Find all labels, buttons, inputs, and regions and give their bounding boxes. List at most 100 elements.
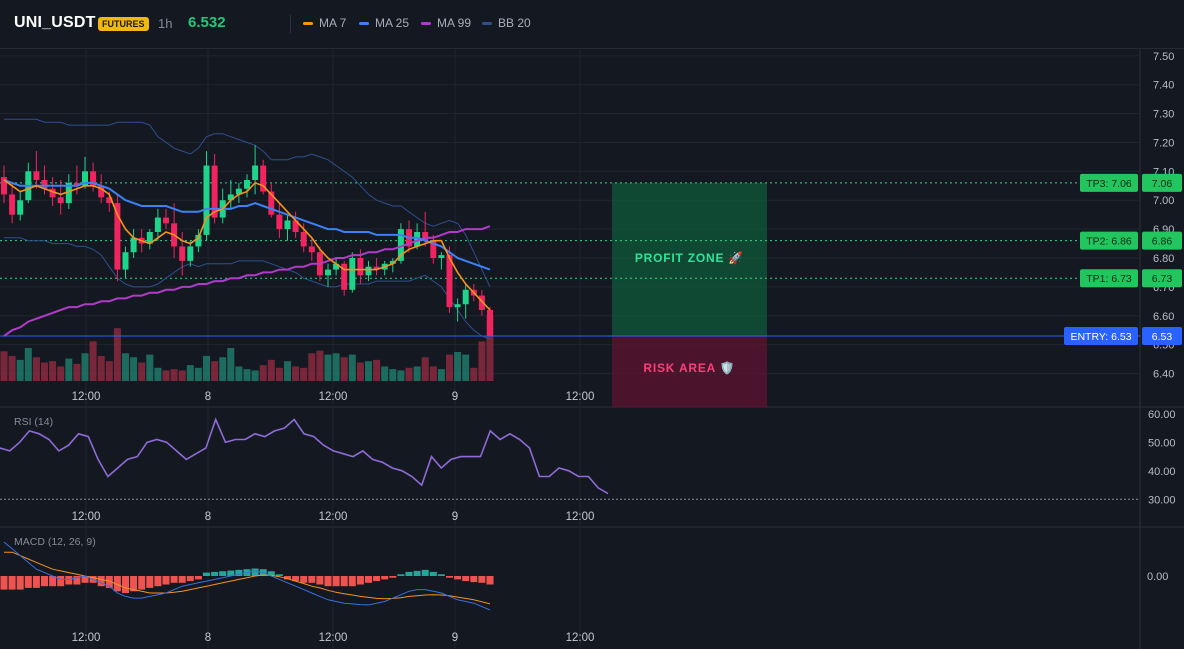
candle-body [389, 260, 396, 264]
volume-bar [57, 366, 65, 381]
volume-bar [130, 357, 138, 381]
price-axis-tag: 6.53 [1152, 331, 1173, 343]
legend-ma99[interactable]: MA 99 [421, 16, 471, 30]
candle-body [122, 252, 129, 270]
candle-body [462, 289, 469, 305]
time-tick-label: 9 [452, 511, 458, 523]
volume-bar [381, 366, 389, 381]
chart-background [0, 48, 1184, 649]
last-price: 6.532 [188, 14, 226, 31]
time-tick-label: 12:00 [72, 632, 101, 644]
candle-body [106, 197, 113, 204]
timeframe-label[interactable]: 1h [158, 16, 173, 31]
macd-histogram-bar [138, 576, 146, 590]
macd-histogram-bar [97, 576, 105, 587]
volume-bar [170, 369, 178, 381]
rsi-tick-label: 40.00 [1148, 466, 1176, 478]
volume-bar [389, 369, 397, 381]
volume-bar [122, 353, 129, 381]
symbol-title[interactable]: UNI_USDT [14, 14, 96, 31]
bb-lower-line [4, 237, 491, 340]
time-tick-label: 12:00 [566, 632, 595, 644]
volume-bar [259, 365, 267, 381]
macd-histogram-bar [324, 576, 332, 587]
price-tick-label: 7.20 [1153, 137, 1174, 149]
volume-bar [219, 357, 227, 381]
macd-histogram-bar [454, 576, 462, 580]
volume-bar [300, 367, 308, 381]
volume-bar [365, 361, 372, 381]
macd-histogram-bar [251, 568, 259, 576]
candle-body [179, 246, 186, 261]
candle-body [284, 220, 291, 230]
volume-bar [462, 354, 470, 381]
time-tick-label: 12:00 [72, 391, 101, 403]
candle-body [357, 258, 364, 276]
volume-bar [186, 365, 194, 381]
time-tick-label: 8 [205, 511, 211, 523]
macd-histogram-bar [186, 576, 194, 582]
volume-bar [138, 362, 146, 381]
macd-histogram-bar [405, 571, 413, 576]
price-tick-label: 6.60 [1153, 311, 1174, 323]
price-tick-label: 7.00 [1153, 195, 1174, 207]
candle-body [422, 232, 429, 241]
candle-body [227, 194, 234, 201]
volume-bar [405, 367, 413, 381]
macd-histogram-bar [470, 576, 478, 583]
volume-bar [373, 359, 381, 381]
candle-body [114, 203, 121, 270]
chart-header: UNI_USDT FUTURES 1h 6.532 MA 7 MA 25 MA … [0, 0, 1184, 49]
candle-body [82, 171, 88, 186]
candle-body [33, 171, 40, 180]
volume-bar [178, 370, 186, 381]
time-tick-label: 12:00 [319, 511, 348, 523]
volume-bar [194, 367, 202, 381]
macd-histogram-bar [227, 570, 235, 576]
macd-histogram-bar [478, 576, 486, 583]
macd-histogram-bar [130, 576, 138, 592]
legend-bb20[interactable]: BB 20 [482, 16, 531, 30]
level-tag-bg [1080, 269, 1138, 288]
volume-bar [397, 370, 405, 381]
macd-histogram-bar [16, 576, 24, 590]
price-axis-tag-bg [1142, 327, 1182, 345]
time-tick-label: 12:00 [319, 632, 348, 644]
rsi-tick-label: 50.00 [1148, 437, 1176, 449]
legend-ma7[interactable]: MA 7 [303, 16, 346, 30]
ma99-swatch [421, 21, 431, 25]
volume-bar [421, 357, 429, 381]
candle-body [9, 194, 16, 215]
level-tag-label: TP3: 7.06 [1086, 178, 1132, 190]
legend-ma25[interactable]: MA 25 [359, 16, 409, 30]
macd-histogram-bar [122, 576, 129, 593]
macd-histogram-bar [81, 576, 89, 583]
macd-label: MACD (12, 26, 9) [14, 536, 96, 548]
volume-bar [324, 354, 332, 381]
macd-histogram-bar [316, 576, 324, 585]
macd-histogram-bar [356, 576, 364, 585]
level-tag-bg [1080, 173, 1138, 192]
candle-body [73, 182, 80, 186]
time-tick-label: 12:00 [72, 511, 101, 523]
time-tick-label: 9 [452, 632, 458, 644]
macd-histogram-bar [65, 576, 73, 585]
macd-histogram-bar [154, 576, 162, 587]
candle-body [397, 229, 404, 261]
bb20-swatch [482, 21, 492, 25]
candle-body [300, 232, 307, 247]
macd-histogram-bar [57, 576, 65, 587]
volume-bar [243, 369, 251, 381]
candle-body [276, 214, 283, 230]
macd-histogram-bar [235, 569, 243, 576]
rsi-label: RSI (14) [14, 416, 53, 428]
rsi-tick-label: 30.00 [1148, 494, 1176, 506]
candle-body [203, 165, 210, 235]
candle-body [365, 266, 372, 276]
candle-body [414, 232, 421, 247]
volume-bar [308, 353, 316, 381]
time-tick-label: 8 [205, 632, 211, 644]
candle-body [154, 217, 161, 232]
candle-body [373, 266, 380, 270]
